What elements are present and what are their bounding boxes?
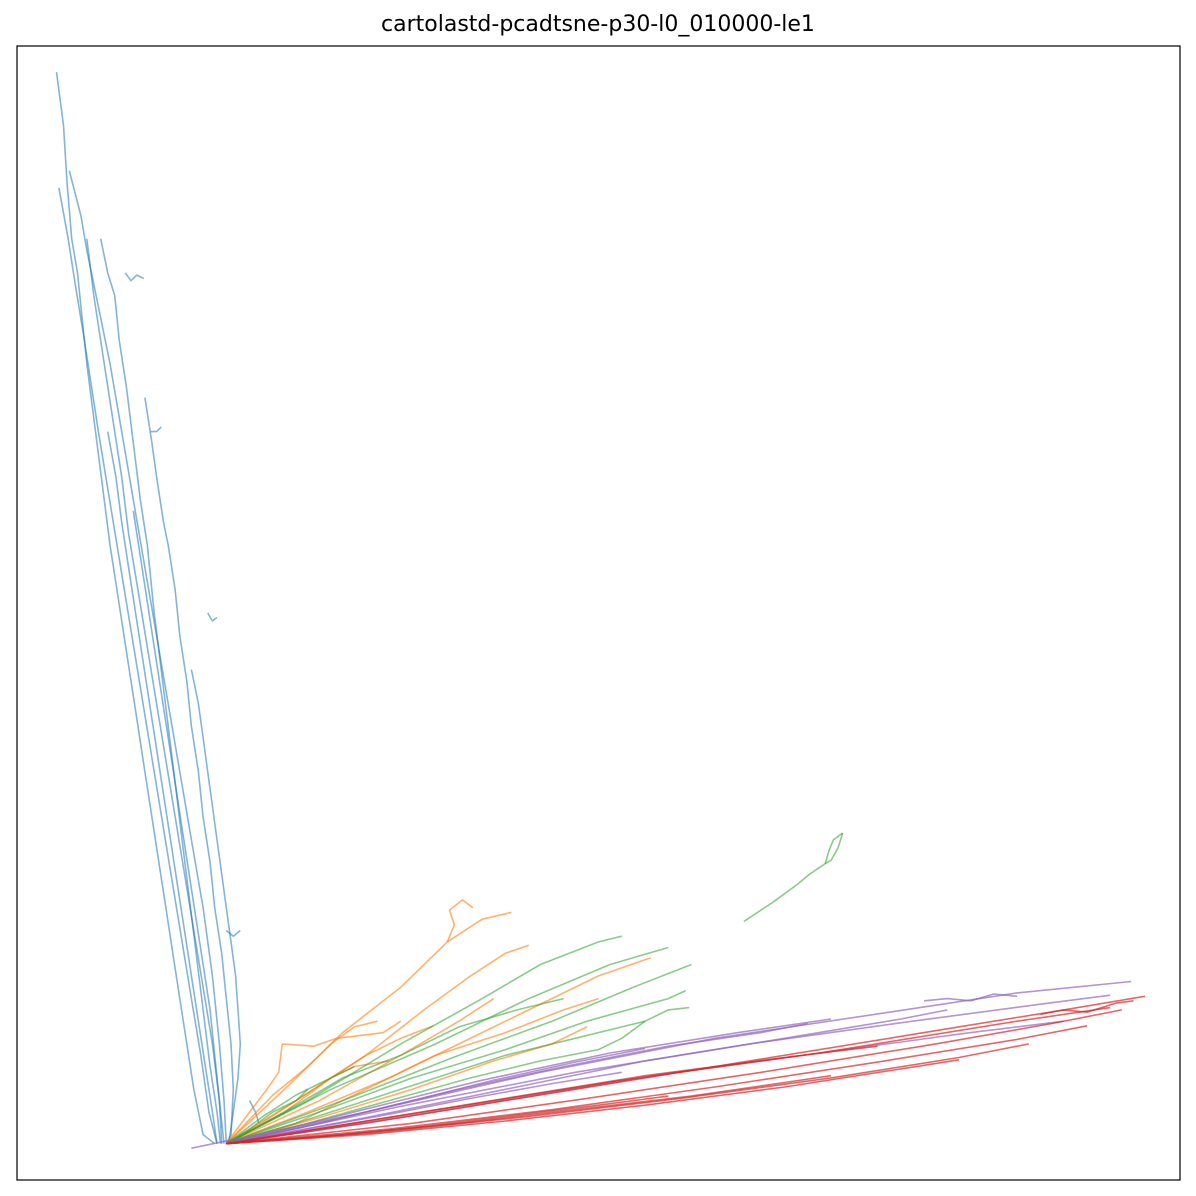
series-4-line-1 <box>226 1009 1122 1145</box>
series-2-line-3 <box>226 989 687 1145</box>
series-0-line-4 <box>99 238 222 1144</box>
series-0 <box>55 71 260 1145</box>
plot-area-background <box>17 46 1180 1180</box>
series-4-line-6 <box>226 1095 669 1145</box>
series-2-line-12 <box>598 1006 690 1051</box>
series-2-line-2 <box>226 963 692 1145</box>
series-0-line-10 <box>124 272 145 282</box>
series-0-line-11 <box>207 612 218 622</box>
series-3-line-5 <box>226 1071 622 1145</box>
series-2-line-9 <box>824 832 844 864</box>
series-2-line-6 <box>225 1065 355 1145</box>
series-3-line-4 <box>226 1047 646 1145</box>
series-0-line-6 <box>132 510 223 1144</box>
series-1-line-8 <box>226 1026 588 1145</box>
series-0-line-9 <box>150 426 162 433</box>
series-0-line-5 <box>106 431 218 1144</box>
series-0-line-8 <box>190 669 242 1144</box>
series-3-line-2 <box>226 1009 948 1145</box>
series-2-line-10 <box>824 832 844 865</box>
series-2-line-5 <box>225 997 564 1145</box>
series-1-line-6 <box>225 1043 283 1145</box>
series-4-line-3 <box>226 1043 1029 1145</box>
series-1-line-10 <box>446 899 474 943</box>
series-4-line-8 <box>226 1045 878 1145</box>
series-4-line-9 <box>1040 1000 1134 1016</box>
series-0-line-1 <box>58 187 218 1144</box>
series-4 <box>226 995 1146 1145</box>
series-2-line-7 <box>225 1088 309 1145</box>
series-1-line-0 <box>225 911 512 1145</box>
series-0-line-12 <box>225 929 241 938</box>
series-3-line-7 <box>226 1018 832 1145</box>
series-4-line-2 <box>226 1025 1088 1145</box>
series-0-line-7 <box>144 397 235 1145</box>
series-1-line-5 <box>225 1020 378 1145</box>
series-0-line-0 <box>55 71 216 1145</box>
series-4-line-4 <box>226 1059 960 1145</box>
series-0-line-3 <box>86 238 225 1144</box>
series-1-line-11 <box>225 1060 390 1145</box>
series-2-line-1 <box>225 946 669 1145</box>
series-3-line-8 <box>924 993 1018 1002</box>
chart-title: cartolastd-pcadtsne-p30-l0_010000-le1 <box>381 12 815 37</box>
series-2-line-8 <box>743 862 826 923</box>
series-1-line-7 <box>282 1020 402 1047</box>
series-2 <box>225 832 844 1145</box>
series-layer <box>55 71 1146 1149</box>
series-1-line-2 <box>226 956 652 1145</box>
series-3 <box>191 980 1132 1149</box>
plot-frame <box>16 45 1181 1181</box>
series-2-line-4 <box>226 1020 646 1145</box>
